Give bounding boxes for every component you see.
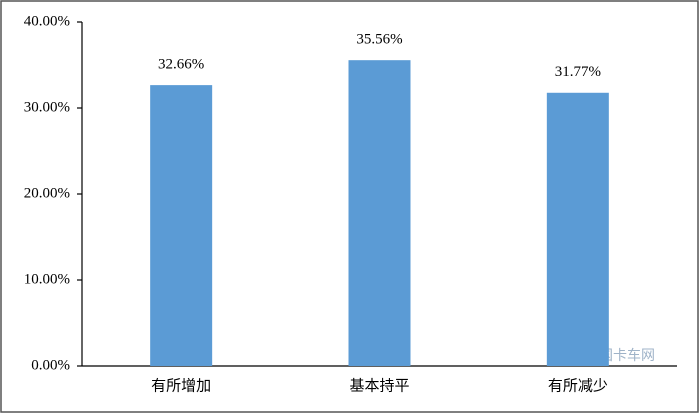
bar [150, 85, 213, 367]
x-tick-label: 有所减少 [548, 377, 608, 394]
y-tick-label: 40.00% [24, 13, 70, 29]
x-tick-label: 基本持平 [349, 377, 409, 394]
y-tick-label: 20.00% [24, 185, 70, 201]
value-label: 35.56% [356, 32, 402, 48]
y-tick-label: 30.00% [24, 99, 70, 115]
x-tick-label: 有所增加 [151, 377, 211, 394]
value-label: 32.66% [158, 57, 204, 73]
value-label: 31.77% [555, 64, 601, 80]
y-tick-label: 0.00% [31, 357, 70, 373]
bar [546, 92, 609, 366]
y-tick-label: 10.00% [24, 271, 70, 287]
bar [348, 60, 411, 367]
